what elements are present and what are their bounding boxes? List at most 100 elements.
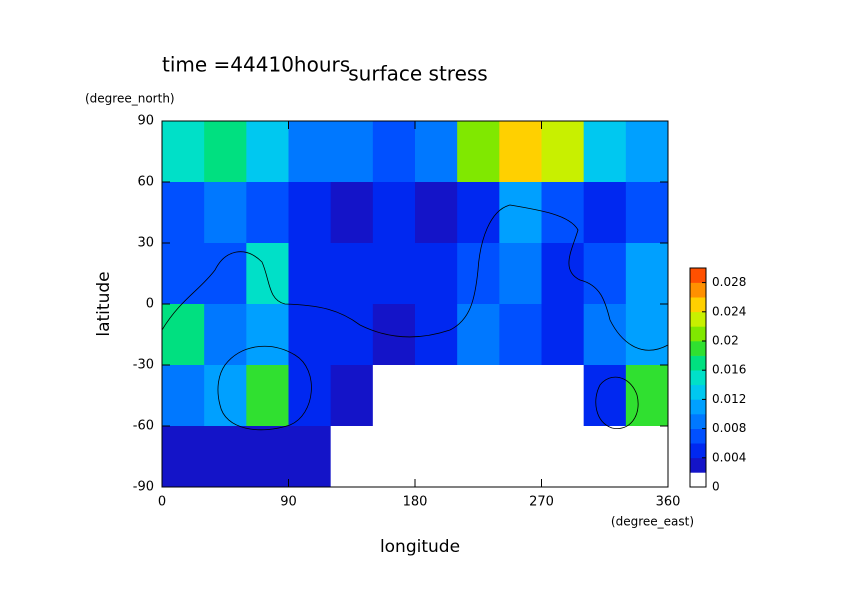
colorbar-band	[690, 282, 706, 298]
cell	[415, 121, 458, 183]
subtitle: time =44410hours	[162, 53, 350, 77]
colorbar-band	[690, 443, 706, 459]
cell	[204, 304, 247, 366]
cell	[457, 426, 500, 488]
y-axis-label: latitude	[94, 271, 114, 336]
cell	[204, 426, 247, 488]
coastline	[161, 204, 669, 351]
cell	[499, 121, 542, 183]
y-tick-label: -30	[133, 358, 154, 373]
cell	[541, 243, 585, 305]
cell	[288, 243, 332, 305]
x-tick-label: 0	[158, 495, 166, 510]
colorbar-band	[690, 384, 706, 400]
cell	[162, 182, 205, 244]
cell	[457, 121, 500, 183]
cell	[625, 121, 669, 183]
y-tick-label: 30	[137, 236, 154, 251]
coastline	[595, 376, 639, 429]
cell	[583, 365, 627, 427]
cell	[499, 426, 542, 488]
cell	[625, 304, 669, 366]
cell	[499, 182, 542, 244]
cell	[457, 182, 500, 244]
cell	[246, 365, 289, 427]
cell	[499, 304, 542, 366]
cell	[246, 121, 289, 183]
x-tick-label: 90	[280, 495, 297, 510]
cell	[457, 365, 500, 427]
cell	[457, 243, 500, 305]
colorbar-band	[690, 414, 706, 429]
cell	[625, 426, 669, 488]
colorbar-band	[690, 297, 706, 313]
cell	[541, 304, 585, 366]
y-tick-label: 60	[137, 175, 154, 190]
cell	[288, 426, 332, 488]
cell	[246, 182, 289, 244]
cell	[415, 365, 458, 427]
cell	[499, 365, 542, 427]
cell	[246, 426, 289, 488]
y-tick-label: -60	[133, 419, 154, 434]
cell	[330, 365, 374, 427]
cell	[583, 182, 627, 244]
colorbar-band	[690, 355, 706, 371]
colorbar-band	[690, 399, 706, 415]
cell	[204, 243, 247, 305]
x-unit: (degree_east)	[611, 515, 694, 529]
colorbar-tick-label: 0	[712, 480, 720, 494]
colorbar-band	[690, 311, 706, 327]
x-tick-label: 360	[656, 495, 681, 510]
colorbar-band	[690, 341, 706, 356]
y-tick-label: -90	[133, 480, 154, 495]
cell	[541, 426, 585, 488]
colorbar-tick-label: 0.028	[712, 275, 746, 289]
y-tick-label: 0	[146, 297, 154, 312]
cell	[288, 182, 332, 244]
cell	[499, 243, 542, 305]
coastlines	[161, 204, 669, 431]
cell	[415, 426, 458, 488]
cell	[288, 121, 332, 183]
cell	[625, 365, 669, 427]
cell	[330, 426, 374, 488]
coastline	[217, 345, 312, 431]
colorbar-frame	[689, 267, 707, 488]
colorbar-tick-label: 0.012	[712, 392, 746, 406]
colorbar-tick-label: 0.004	[712, 450, 746, 464]
cell	[162, 426, 205, 488]
y-tick-label: 90	[137, 114, 154, 129]
cell	[583, 243, 627, 305]
cell	[204, 182, 247, 244]
cell	[457, 304, 500, 366]
cell	[330, 182, 374, 244]
colorbar-tick-label: 0.016	[712, 363, 746, 377]
x-axis-label: longitude	[380, 537, 460, 557]
cell	[372, 121, 416, 183]
chart-title: surface stress	[348, 62, 487, 86]
cell	[415, 182, 458, 244]
cell	[583, 121, 627, 183]
cell	[162, 243, 205, 305]
cell	[330, 243, 374, 305]
cell	[625, 182, 669, 244]
x-tick-label: 180	[403, 495, 428, 510]
field	[162, 121, 669, 488]
cell	[372, 365, 416, 427]
x-tick-label: 270	[529, 495, 554, 510]
cell	[162, 304, 205, 366]
cell	[541, 121, 585, 183]
colorbar-tick-label: 0.024	[712, 304, 746, 318]
colorbar-band	[690, 370, 706, 386]
colorbar-band	[690, 326, 706, 342]
colorbar-tick-label: 0.008	[712, 421, 746, 435]
colorbar-band	[690, 428, 706, 444]
cell	[541, 365, 585, 427]
cell	[372, 426, 416, 488]
cell	[625, 243, 669, 305]
cell	[288, 304, 332, 366]
cell	[372, 243, 416, 305]
cell	[372, 304, 416, 366]
cell	[204, 365, 247, 427]
